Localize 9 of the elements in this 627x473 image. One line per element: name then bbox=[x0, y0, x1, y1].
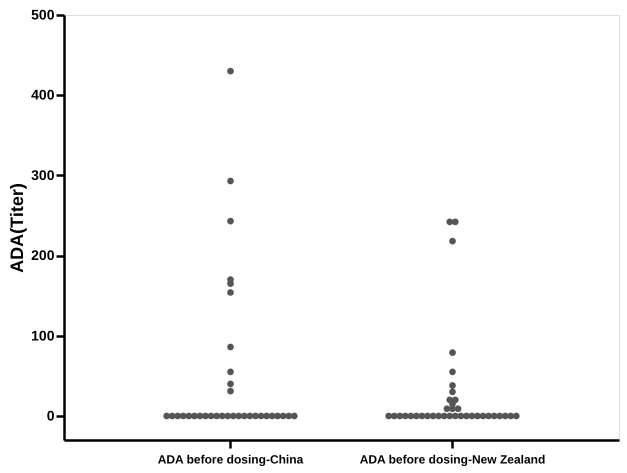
y-tick-label: 400 bbox=[31, 86, 55, 103]
y-tick-label: 200 bbox=[31, 247, 55, 264]
y-tick-label: 500 bbox=[31, 6, 55, 22]
y-axis-title: ADA(Titer) bbox=[7, 183, 28, 273]
y-tick-label: 300 bbox=[31, 166, 55, 183]
y-tick-label: 100 bbox=[31, 327, 55, 344]
x-tick-label: ADA before dosing-China bbox=[158, 452, 304, 466]
y-tick-label: 0 bbox=[46, 407, 55, 424]
x-tick-label: ADA before dosing-New Zealand bbox=[360, 452, 546, 466]
